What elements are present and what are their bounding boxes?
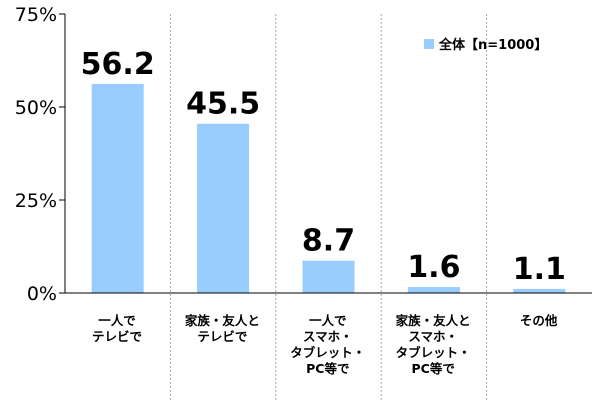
value-label: 45.5 — [186, 87, 260, 122]
category-label: 一人で スマホ・ タブレット・ PC等で — [290, 313, 366, 376]
value-label: 1.6 — [407, 250, 460, 285]
bar — [513, 288, 566, 293]
value-label: 1.1 — [513, 252, 566, 287]
value-label: 56.2 — [81, 47, 155, 82]
category-label: 家族・友人と スマホ・ タブレット・ PC等で — [395, 313, 471, 376]
y-tick-label: 0% — [27, 283, 57, 305]
category-label: 家族・友人と テレビで — [184, 313, 260, 344]
y-tick-label: 75% — [15, 4, 57, 26]
bar — [302, 260, 355, 293]
bar — [91, 83, 144, 293]
category-label: その他 — [519, 313, 558, 328]
y-tick-label: 50% — [15, 97, 57, 119]
y-tick-label: 25% — [15, 190, 57, 212]
value-label: 8.7 — [302, 224, 355, 259]
legend-swatch — [424, 38, 434, 49]
bar — [407, 287, 460, 293]
legend-label: 全体【n=1000】 — [439, 38, 548, 53]
bar — [197, 123, 250, 294]
category-label: 一人で テレビで — [91, 313, 142, 344]
legend: 全体【n=1000】 — [424, 34, 547, 53]
